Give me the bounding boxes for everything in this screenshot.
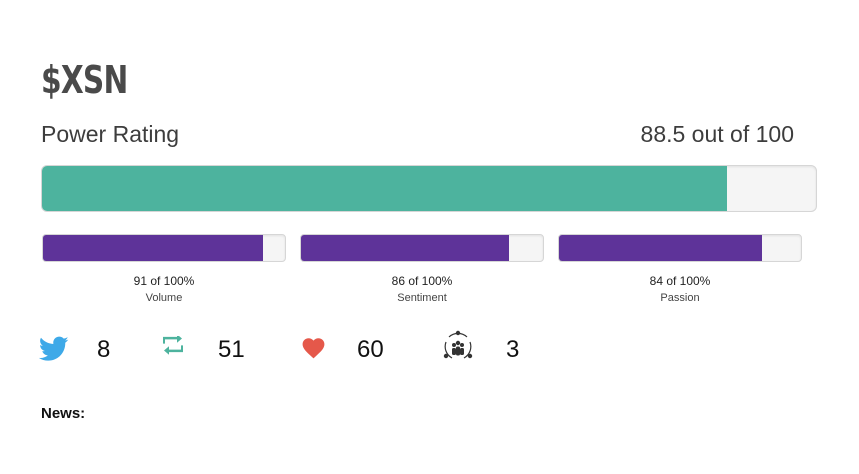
news-label: News: (41, 405, 86, 422)
metric-passion: 84 of 100% Passion (558, 234, 802, 304)
power-rating-bar-fill (42, 166, 727, 211)
metric-volume-bar (42, 234, 286, 262)
metric-sentiment-label: Sentiment (397, 292, 447, 304)
metric-passion-label: Passion (660, 292, 700, 304)
like-count: 60 (357, 336, 384, 363)
metric-passion-percent: 84 of 100% (649, 274, 711, 288)
metric-sentiment: 86 of 100% Sentiment (300, 234, 544, 304)
tweet-count: 8 (97, 336, 111, 363)
retweet-count: 51 (218, 336, 245, 363)
power-rating-bar (41, 165, 817, 212)
users-network-icon (443, 330, 473, 359)
metric-sentiment-percent: 86 of 100% (391, 274, 453, 288)
power-rating-label: Power Rating (41, 121, 180, 147)
metric-sentiment-bar (300, 234, 544, 262)
metric-volume-bar-fill (43, 235, 264, 261)
retweet-icon (163, 336, 183, 355)
metric-passion-bar (558, 234, 802, 262)
user-count: 3 (506, 336, 520, 363)
heart-icon (302, 338, 325, 359)
ticker-symbol: $XSN (41, 58, 128, 102)
metric-sentiment-bar-fill (301, 235, 510, 261)
metric-volume-percent: 91 of 100% (133, 274, 195, 288)
metric-volume: 91 of 100% Volume (42, 234, 286, 304)
twitter-bird-icon (39, 336, 69, 361)
power-rating-value: 88.5 out of 100 (640, 121, 794, 147)
metric-volume-label: Volume (145, 292, 183, 304)
metric-passion-bar-fill (559, 235, 763, 261)
